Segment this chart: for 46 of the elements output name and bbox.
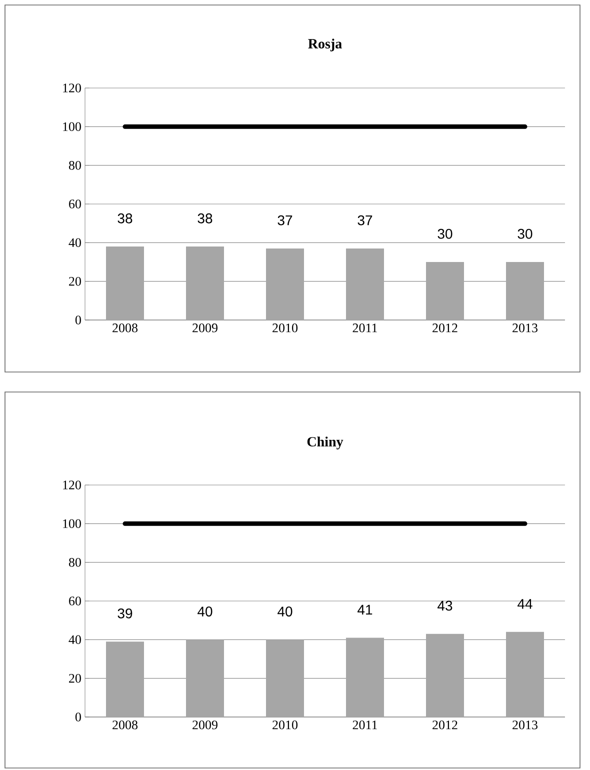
- y-tick-label: 20: [69, 674, 81, 683]
- data-label: 38: [118, 213, 132, 224]
- bar: [186, 246, 224, 320]
- y-tick-label: 40: [68, 635, 81, 644]
- x-tick-label: 2008: [112, 720, 138, 730]
- data-label: 40: [278, 606, 292, 616]
- x-tick-label: 2013: [512, 720, 538, 730]
- x-tick-label: 2012: [432, 720, 458, 730]
- data-label: 38: [198, 213, 212, 224]
- data-label: 44: [518, 599, 532, 609]
- data-label: 37: [278, 215, 292, 226]
- y-tick-label: 60: [69, 596, 81, 606]
- data-label: 40: [198, 606, 212, 616]
- data-label: 30: [518, 228, 532, 239]
- x-tick-label: 2010: [272, 720, 298, 730]
- data-label: 41: [358, 604, 372, 615]
- y-tick-label: 40: [68, 238, 81, 248]
- data-label: 37: [358, 215, 372, 226]
- y-tick-label: 120: [63, 84, 81, 92]
- chart-title: Chiny: [307, 436, 344, 450]
- data-label: 43: [438, 600, 452, 611]
- x-tick-label: 2008: [112, 324, 138, 332]
- x-tick-label: 2013: [512, 324, 538, 332]
- y-tick-label: 20: [69, 276, 81, 286]
- data-label: 30: [438, 228, 452, 239]
- bar: [266, 248, 304, 320]
- y-tick-label: 0: [75, 316, 81, 324]
- x-tick-label: 2010: [272, 324, 298, 332]
- x-tick-label: 2011: [352, 720, 377, 730]
- bar: [426, 262, 464, 320]
- chart-title: Rosja: [308, 38, 342, 52]
- y-tick-label: 100: [63, 122, 81, 132]
- y-tick-label: 60: [69, 200, 81, 208]
- x-tick-label: 2009: [192, 324, 218, 332]
- x-tick-label: 2011: [352, 324, 377, 332]
- y-tick-label: 80: [68, 160, 81, 170]
- y-tick-label: 100: [63, 519, 81, 528]
- y-tick-label: 120: [63, 480, 81, 490]
- bar: [106, 246, 144, 320]
- x-tick-label: 2009: [192, 720, 218, 730]
- x-tick-label: 2012: [432, 324, 458, 332]
- bar: [506, 262, 544, 320]
- y-tick-label: 80: [68, 558, 81, 567]
- bar: [346, 248, 384, 320]
- y-tick-label: 0: [75, 712, 81, 722]
- data-label: 39: [118, 608, 132, 618]
